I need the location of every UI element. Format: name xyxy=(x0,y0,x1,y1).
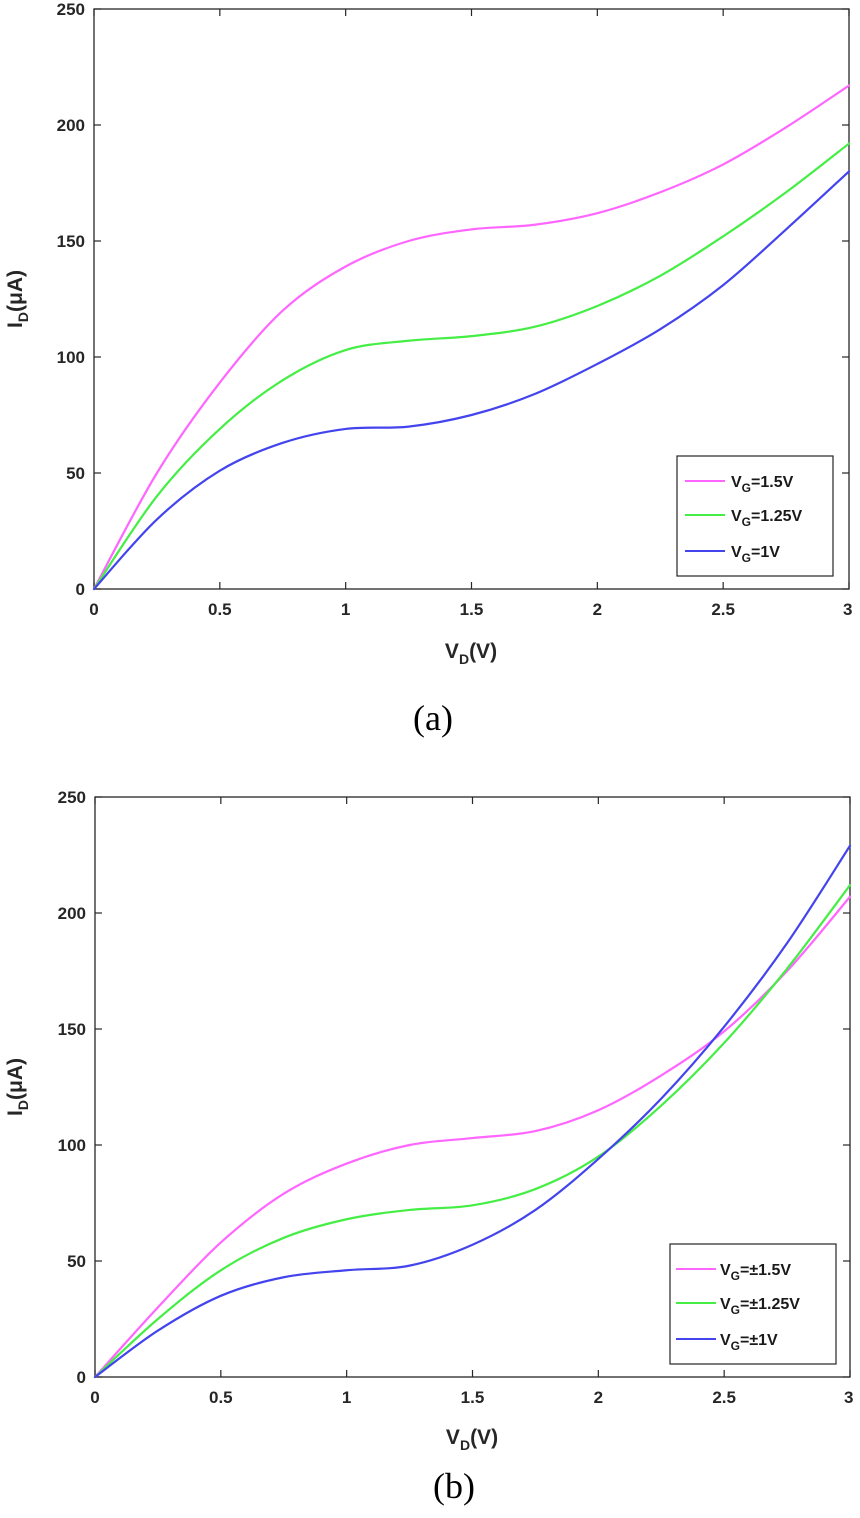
legend-entry-a-1: VG=1.25V xyxy=(685,508,803,529)
svg-text:VG=1.25V: VG=1.25V xyxy=(731,508,803,529)
y-tick-label-a-3: 150 xyxy=(57,232,85,251)
legend-a: VG=1.5V VG=1.25V VG=1V xyxy=(676,455,834,577)
y-tick-label-a-0: 0 xyxy=(76,580,85,599)
y-tick-label-b-2: 100 xyxy=(58,1136,86,1155)
svg-text:VG=1V: VG=1V xyxy=(731,544,780,565)
x-tick-label-b-0: 0 xyxy=(90,1388,99,1407)
series-line-b-0 xyxy=(93,895,852,1379)
svg-text:VG=1.5V: VG=1.5V xyxy=(731,474,794,495)
x-tick-label-b-5: 2.5 xyxy=(712,1388,736,1407)
series-b xyxy=(93,844,852,1379)
x-axis-label-a: VD(V) xyxy=(445,640,497,667)
x-tick-label-b-6: 3 xyxy=(844,1388,853,1407)
series-line-a-1 xyxy=(92,142,851,591)
y-tick-label-b-4: 200 xyxy=(58,904,86,923)
x-tick-label-a-6: 3 xyxy=(843,600,852,619)
x-tick-label-b-1: 0.5 xyxy=(209,1388,233,1407)
legend-entry-b-1: VG=±1.25V xyxy=(676,1296,800,1317)
ticks-b: 0 0.5 1 1.5 2 2.5 3 0 50 100 150 200 250 xyxy=(58,788,854,1407)
y-axis-label-a: ID(μA) xyxy=(4,270,31,328)
y-tick-label-b-0: 0 xyxy=(77,1368,86,1387)
x-axis-label-b: VD(V) xyxy=(446,1426,498,1453)
y-tick-label-b-5: 250 xyxy=(58,788,86,807)
legend-entry-a-0: VG=1.5V xyxy=(685,474,794,495)
y-tick-label-b-3: 150 xyxy=(58,1020,86,1039)
legend-entry-a-2: VG=1V xyxy=(685,544,780,565)
x-tick-label-a-3: 1.5 xyxy=(460,600,484,619)
series-line-a-2 xyxy=(92,170,851,591)
x-tick-label-a-5: 2.5 xyxy=(711,600,735,619)
series-line-a-0 xyxy=(92,84,851,591)
chart-b: 0 0.5 1 1.5 2 2.5 3 0 50 100 150 200 250 VD(V) ID(μA… xyxy=(4,788,853,1506)
x-tick-label-a-0: 0 xyxy=(89,600,98,619)
x-tick-label-a-2: 1 xyxy=(341,600,350,619)
y-tick-label-a-1: 50 xyxy=(66,464,85,483)
ticks-a: 0 0.5 1 1.5 2 2.5 3 0 50 100 150 200 250 xyxy=(57,0,853,619)
x-tick-label-a-1: 0.5 xyxy=(208,600,232,619)
y-tick-label-a-4: 200 xyxy=(57,116,85,135)
y-tick-label-b-1: 50 xyxy=(67,1252,86,1271)
x-tick-label-b-2: 1 xyxy=(342,1388,351,1407)
series-a xyxy=(92,84,851,591)
caption-b: (b) xyxy=(433,1466,475,1506)
svg-text:VG=±1.25V: VG=±1.25V xyxy=(720,1296,800,1317)
x-tick-label-b-4: 2 xyxy=(594,1388,603,1407)
y-axis-label-b: ID(μA) xyxy=(4,1058,31,1116)
caption-a: (a) xyxy=(413,698,453,738)
svg-text:VG=±1V: VG=±1V xyxy=(720,1332,778,1353)
svg-text:VG=±1.5V: VG=±1.5V xyxy=(720,1262,791,1283)
x-tick-label-b-3: 1.5 xyxy=(461,1388,485,1407)
legend-entry-b-2: VG=±1V xyxy=(676,1332,778,1353)
chart-a: 0 0.5 1 1.5 2 2.5 3 0 50 100 150 200 250 VD(V) ID(μA… xyxy=(4,0,852,738)
series-line-b-1 xyxy=(93,884,852,1379)
series-line-b-2 xyxy=(93,844,852,1379)
legend-b: VG=±1.5V VG=±1.25V VG=±1V xyxy=(669,1243,837,1365)
legend-entry-b-0: VG=±1.5V xyxy=(676,1262,791,1283)
y-tick-label-a-2: 100 xyxy=(57,348,85,367)
x-tick-label-a-4: 2 xyxy=(593,600,602,619)
y-tick-label-a-5: 250 xyxy=(57,0,85,19)
